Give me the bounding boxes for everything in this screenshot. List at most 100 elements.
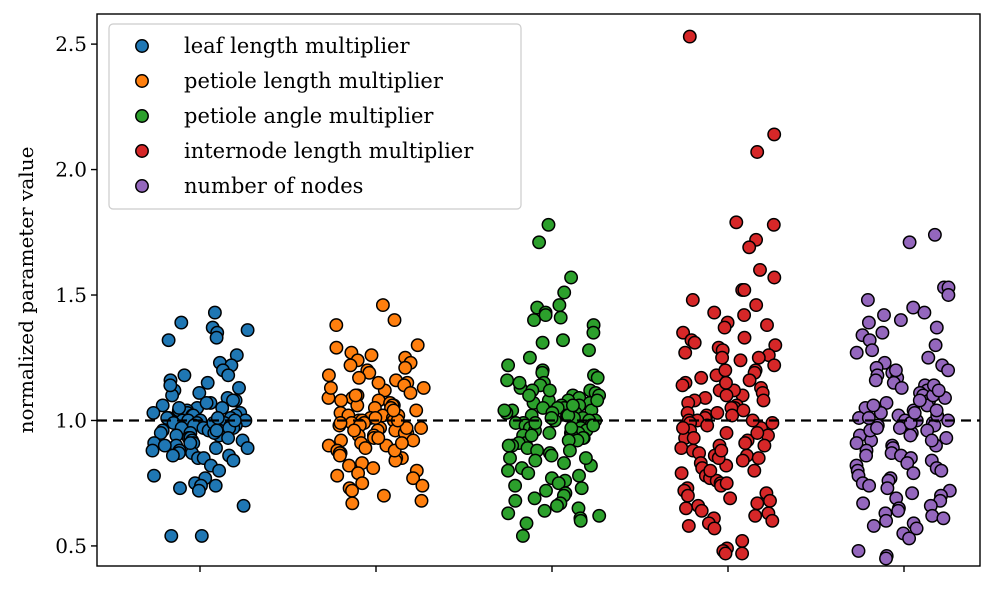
data-point: [925, 508, 940, 523]
data-point: [929, 320, 944, 335]
data-point: [415, 478, 430, 493]
data-point: [879, 513, 894, 528]
data-point: [544, 448, 559, 463]
data-point: [164, 528, 179, 543]
data-point: [682, 29, 697, 44]
data-point: [729, 215, 744, 230]
data-point: [700, 418, 715, 433]
data-point: [544, 411, 559, 425]
data-point: [767, 358, 782, 373]
data-point: [323, 380, 338, 395]
data-point: [859, 448, 874, 463]
data-point: [345, 483, 359, 498]
data-point: [902, 235, 917, 250]
data-point: [355, 476, 370, 491]
data-point: [865, 343, 880, 358]
data-point: [165, 448, 180, 463]
data-point: [155, 398, 170, 413]
data-point: [501, 358, 516, 373]
data-point: [371, 375, 386, 390]
data-point: [894, 380, 909, 395]
data-point: [512, 375, 527, 390]
data-point: [751, 350, 766, 365]
data-point: [767, 270, 782, 285]
data-point: [737, 283, 752, 297]
data-point: [209, 330, 224, 345]
data-point: [194, 528, 209, 543]
data-point: [199, 395, 214, 410]
y-tick-label: 0.5: [55, 534, 87, 558]
data-point: [590, 370, 605, 385]
data-point: [147, 468, 161, 483]
data-point: [528, 416, 543, 430]
data-point: [860, 293, 875, 307]
legend-marker: [135, 144, 149, 158]
data-point: [200, 375, 215, 390]
data-point: [406, 433, 421, 448]
data-point: [687, 335, 702, 350]
data-point: [749, 298, 764, 313]
data-point: [921, 350, 936, 365]
data-point: [333, 416, 348, 430]
data-point: [174, 315, 189, 330]
data-point: [733, 353, 748, 368]
data-point: [414, 421, 429, 435]
data-point: [685, 293, 700, 307]
legend-marker: [135, 39, 149, 53]
data-point: [564, 421, 579, 435]
data-point: [694, 503, 709, 518]
data-point: [562, 443, 577, 458]
data-point: [519, 516, 534, 531]
legend-marker: [135, 179, 149, 193]
data-point: [343, 358, 358, 373]
data-point: [321, 368, 336, 383]
data-point: [501, 463, 515, 478]
data-point: [406, 471, 421, 486]
data-point: [735, 533, 750, 548]
data-point: [208, 478, 223, 493]
data-point: [557, 285, 572, 300]
data-point: [674, 441, 689, 456]
data-point: [891, 503, 906, 518]
data-point: [578, 451, 593, 466]
points-layer: [145, 29, 957, 566]
data-point: [750, 426, 765, 440]
data-point: [226, 393, 240, 408]
data-point: [851, 543, 866, 558]
data-point: [153, 426, 168, 440]
data-point: [345, 496, 360, 511]
data-point: [556, 333, 570, 348]
data-point: [924, 433, 939, 448]
data-point: [371, 431, 386, 445]
data-point: [573, 513, 588, 528]
data-point: [719, 388, 734, 403]
data-point: [232, 380, 246, 395]
data-point: [866, 398, 881, 413]
data-point: [398, 360, 413, 375]
data-point: [723, 491, 738, 506]
data-point: [941, 288, 956, 302]
data-point: [751, 451, 766, 466]
data-point: [207, 305, 222, 320]
data-point: [917, 305, 932, 320]
data-point: [399, 421, 414, 435]
data-point: [719, 375, 733, 390]
data-point: [358, 441, 373, 456]
data-point: [521, 466, 536, 481]
data-point: [592, 508, 607, 523]
data-point: [553, 310, 568, 325]
data-point: [586, 325, 601, 340]
data-point: [414, 493, 429, 508]
data-point: [209, 423, 224, 438]
data-point: [742, 373, 757, 388]
data-point: [905, 486, 920, 501]
data-point: [900, 456, 915, 471]
data-point: [686, 431, 701, 445]
data-point: [707, 521, 722, 536]
data-point: [157, 438, 172, 453]
data-point: [409, 403, 424, 418]
data-point: [866, 518, 881, 533]
data-point: [902, 531, 917, 546]
data-point: [552, 298, 567, 313]
